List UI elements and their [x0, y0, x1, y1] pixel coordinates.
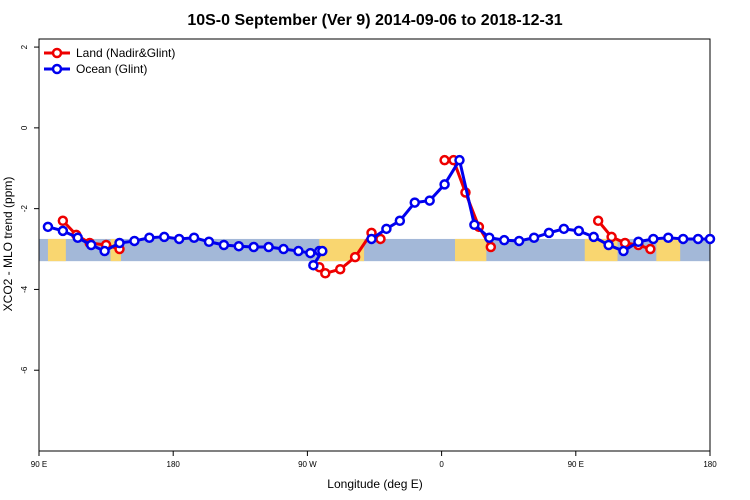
series-1-point-0-1	[57, 225, 69, 237]
y-tick-label-2: -2	[20, 205, 29, 213]
x-tick-label-4: 90 E	[568, 460, 584, 469]
chart-title: 10S-0 September (Ver 9) 2014-09-06 to 20…	[187, 12, 562, 29]
series-1-point-2-1	[381, 223, 392, 235]
series-1-point-0-10	[188, 232, 200, 243]
y-tick-label-3: -4	[20, 285, 29, 293]
series-0-point-3-1	[606, 231, 617, 243]
legend-marker-0	[51, 47, 63, 59]
series-1-point-2-23	[704, 233, 716, 245]
series-1-point-2-11	[528, 232, 540, 243]
series-1-point-2-21	[677, 233, 689, 245]
series-1-point-2-4	[424, 195, 435, 206]
series-0-point-2-0	[439, 154, 450, 166]
series-0-point-3-0	[592, 215, 604, 227]
series-1-point-0-16	[278, 243, 289, 255]
legend-marker-1	[51, 63, 63, 75]
series-1-point-2-7	[469, 219, 480, 231]
series-1-point-0-13	[233, 240, 245, 252]
series-1-point-2-10	[513, 235, 525, 247]
series-0-point-0-0	[57, 215, 69, 227]
map-land-0	[47, 238, 66, 262]
x-tick-label-2: 90 W	[298, 460, 317, 469]
series-1-point-2-12	[543, 227, 555, 239]
series-1-point-0-0	[42, 221, 54, 233]
series-0-point-2-4	[485, 241, 497, 253]
x-tick-label-5: 180	[703, 460, 717, 469]
legend-label-0: Land (Nadir&Glint)	[76, 46, 175, 60]
series-1-point-2-14	[573, 225, 585, 237]
series-1-point-0-11	[203, 236, 215, 248]
series-1-line-2	[370, 158, 710, 253]
series-1-point-2-17	[618, 245, 629, 257]
series-1	[42, 154, 716, 271]
y-axis-label: XCO2 - MLO trend (ppm)	[1, 177, 15, 312]
map-land-3	[455, 238, 487, 262]
series-1-point-2-15	[588, 231, 599, 243]
series-1-point-0-12	[218, 239, 230, 251]
series-layer	[42, 154, 716, 279]
series-1-point-0-6	[129, 235, 140, 247]
y-tick-label-1: 0	[20, 125, 29, 130]
map-land-5	[656, 238, 681, 262]
series-1-point-2-13	[558, 223, 570, 235]
series-1-point-2-2	[394, 215, 406, 227]
series-1-point-0-4	[99, 245, 110, 257]
series-1-point-2-9	[498, 234, 510, 246]
series-1-point-0-2	[72, 232, 84, 243]
series-1-point-2-20	[662, 232, 674, 243]
series-1-point-0-14	[248, 241, 259, 253]
series-1-point-0-3	[85, 239, 97, 251]
y-tick-label-0: 2	[20, 44, 29, 49]
axes: 90 E 180 90 W 0 90 E 180 2 0 -2 -4 -6	[20, 44, 717, 469]
x-tick-label-3: 0	[439, 460, 444, 469]
series-1-point-0-18	[305, 247, 316, 259]
series-1-point-2-19	[648, 233, 659, 245]
legend-label-1: Ocean (Glint)	[76, 62, 147, 76]
y-tick-label-4: -6	[20, 366, 29, 374]
series-1-point-0-5	[114, 237, 125, 249]
series-0-point-1-3	[349, 251, 361, 263]
series-0-point-1-1	[320, 268, 331, 279]
x-tick-label-0: 90 E	[31, 460, 47, 469]
series-1-point-2-18	[633, 236, 644, 248]
series-0-point-1-2	[334, 263, 346, 275]
series-0-point-3-4	[645, 243, 656, 255]
series-1-point-2-16	[603, 239, 614, 251]
series-1-point-2-8	[484, 232, 495, 243]
series-1-point-2-6	[454, 154, 465, 166]
series-1-point-0-15	[263, 241, 274, 253]
x-tick-label-1: 180	[167, 460, 181, 469]
series-1-point-0-7	[144, 232, 155, 243]
series-1-point-2-3	[409, 197, 421, 208]
series-0-point-3-2	[619, 237, 631, 249]
series-1-point-0-9	[173, 233, 185, 245]
series-1-point-2-22	[692, 233, 704, 245]
x-axis-label: Longitude (deg E)	[327, 477, 422, 491]
series-1-point-0-17	[293, 245, 304, 257]
series-1-point-0-8	[159, 231, 170, 243]
series-1-point-1-0	[308, 259, 319, 271]
series-1-point-2-5	[439, 179, 450, 190]
series-1-point-1-1	[317, 245, 328, 257]
legend: Land (Nadir&Glint) Ocean (Glint)	[44, 46, 175, 76]
series-1-point-2-0	[366, 233, 377, 245]
plot-frame	[38, 38, 711, 452]
